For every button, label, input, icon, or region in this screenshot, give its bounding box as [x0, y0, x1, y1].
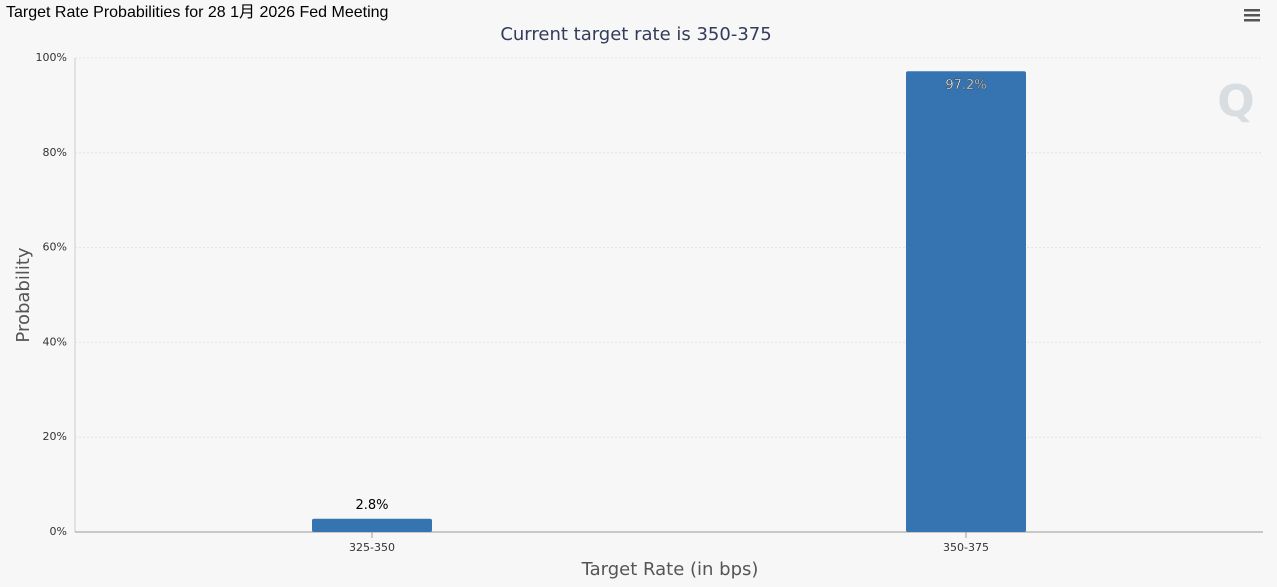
- menu-bar: [1244, 19, 1260, 22]
- menu-button[interactable]: [1244, 9, 1260, 22]
- x-tick-label: 325-350: [349, 541, 395, 554]
- data-label: 2.8%: [355, 498, 388, 513]
- y-tick-label: 20%: [43, 430, 67, 443]
- x-axis-label: Target Rate (in bps): [581, 559, 759, 580]
- bar: [906, 71, 1026, 532]
- y-tick-label: 40%: [43, 335, 67, 348]
- menu-bar: [1244, 14, 1260, 17]
- y-tick-label: 100%: [36, 51, 67, 64]
- chart-title: Target Rate Probabilities for 28 1月 2026…: [6, 4, 388, 21]
- x-tick-label: 350-375: [943, 541, 989, 554]
- watermark-logo: Q: [1217, 76, 1254, 127]
- chart-subtitle: Current target rate is 350-375: [500, 24, 771, 45]
- y-axis-label: Probability: [13, 247, 34, 342]
- bar: [312, 518, 432, 532]
- y-tick-label: 60%: [43, 241, 67, 254]
- y-tick-label: 0%: [50, 525, 67, 538]
- y-tick-label: 80%: [43, 146, 67, 159]
- menu-bar: [1244, 9, 1260, 12]
- data-label: 97.2%: [945, 78, 986, 93]
